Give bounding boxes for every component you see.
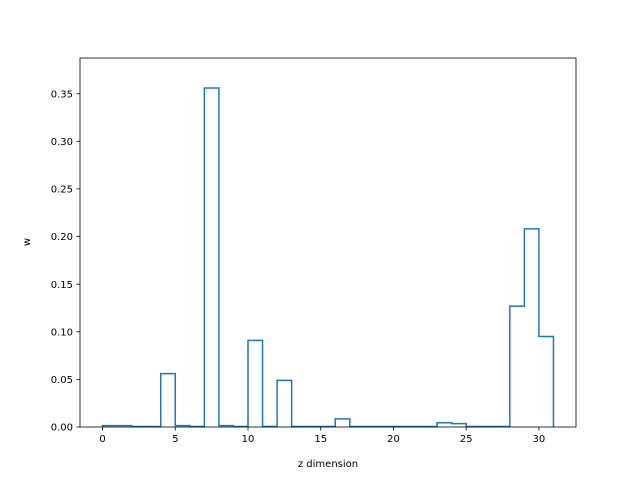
x-tick-label: 15 bbox=[314, 434, 327, 445]
x-tick-label: 25 bbox=[460, 434, 473, 445]
x-tick-label: 5 bbox=[172, 434, 178, 445]
y-tick-label: 0.30 bbox=[51, 137, 73, 148]
y-tick-label: 0.05 bbox=[51, 375, 73, 386]
x-tick-label: 30 bbox=[533, 434, 546, 445]
y-tick-label: 0.25 bbox=[51, 185, 73, 196]
series-step-line bbox=[101, 87, 555, 428]
data-layer bbox=[101, 87, 555, 428]
y-tick-label: 0.20 bbox=[51, 232, 73, 243]
y-tick-label: 0.35 bbox=[51, 89, 73, 100]
y-axis: 0.00 0.05 0.10 0.15 0.20 0.25 0.30 0.35 bbox=[51, 89, 80, 434]
x-axis-label: z dimension bbox=[298, 459, 358, 470]
x-tick-label: 10 bbox=[242, 434, 255, 445]
y-axis-label: w bbox=[22, 238, 33, 246]
y-tick-label: 0.10 bbox=[51, 327, 73, 338]
plot-frame bbox=[79, 57, 577, 428]
y-tick-label: 0.15 bbox=[51, 280, 73, 291]
x-tick-label: 20 bbox=[387, 434, 400, 445]
plot-area bbox=[80, 58, 576, 427]
x-tick-label: 0 bbox=[99, 434, 105, 445]
x-axis: 0 5 10 15 20 25 30 bbox=[99, 427, 545, 445]
y-tick-label: 0.00 bbox=[51, 423, 73, 434]
